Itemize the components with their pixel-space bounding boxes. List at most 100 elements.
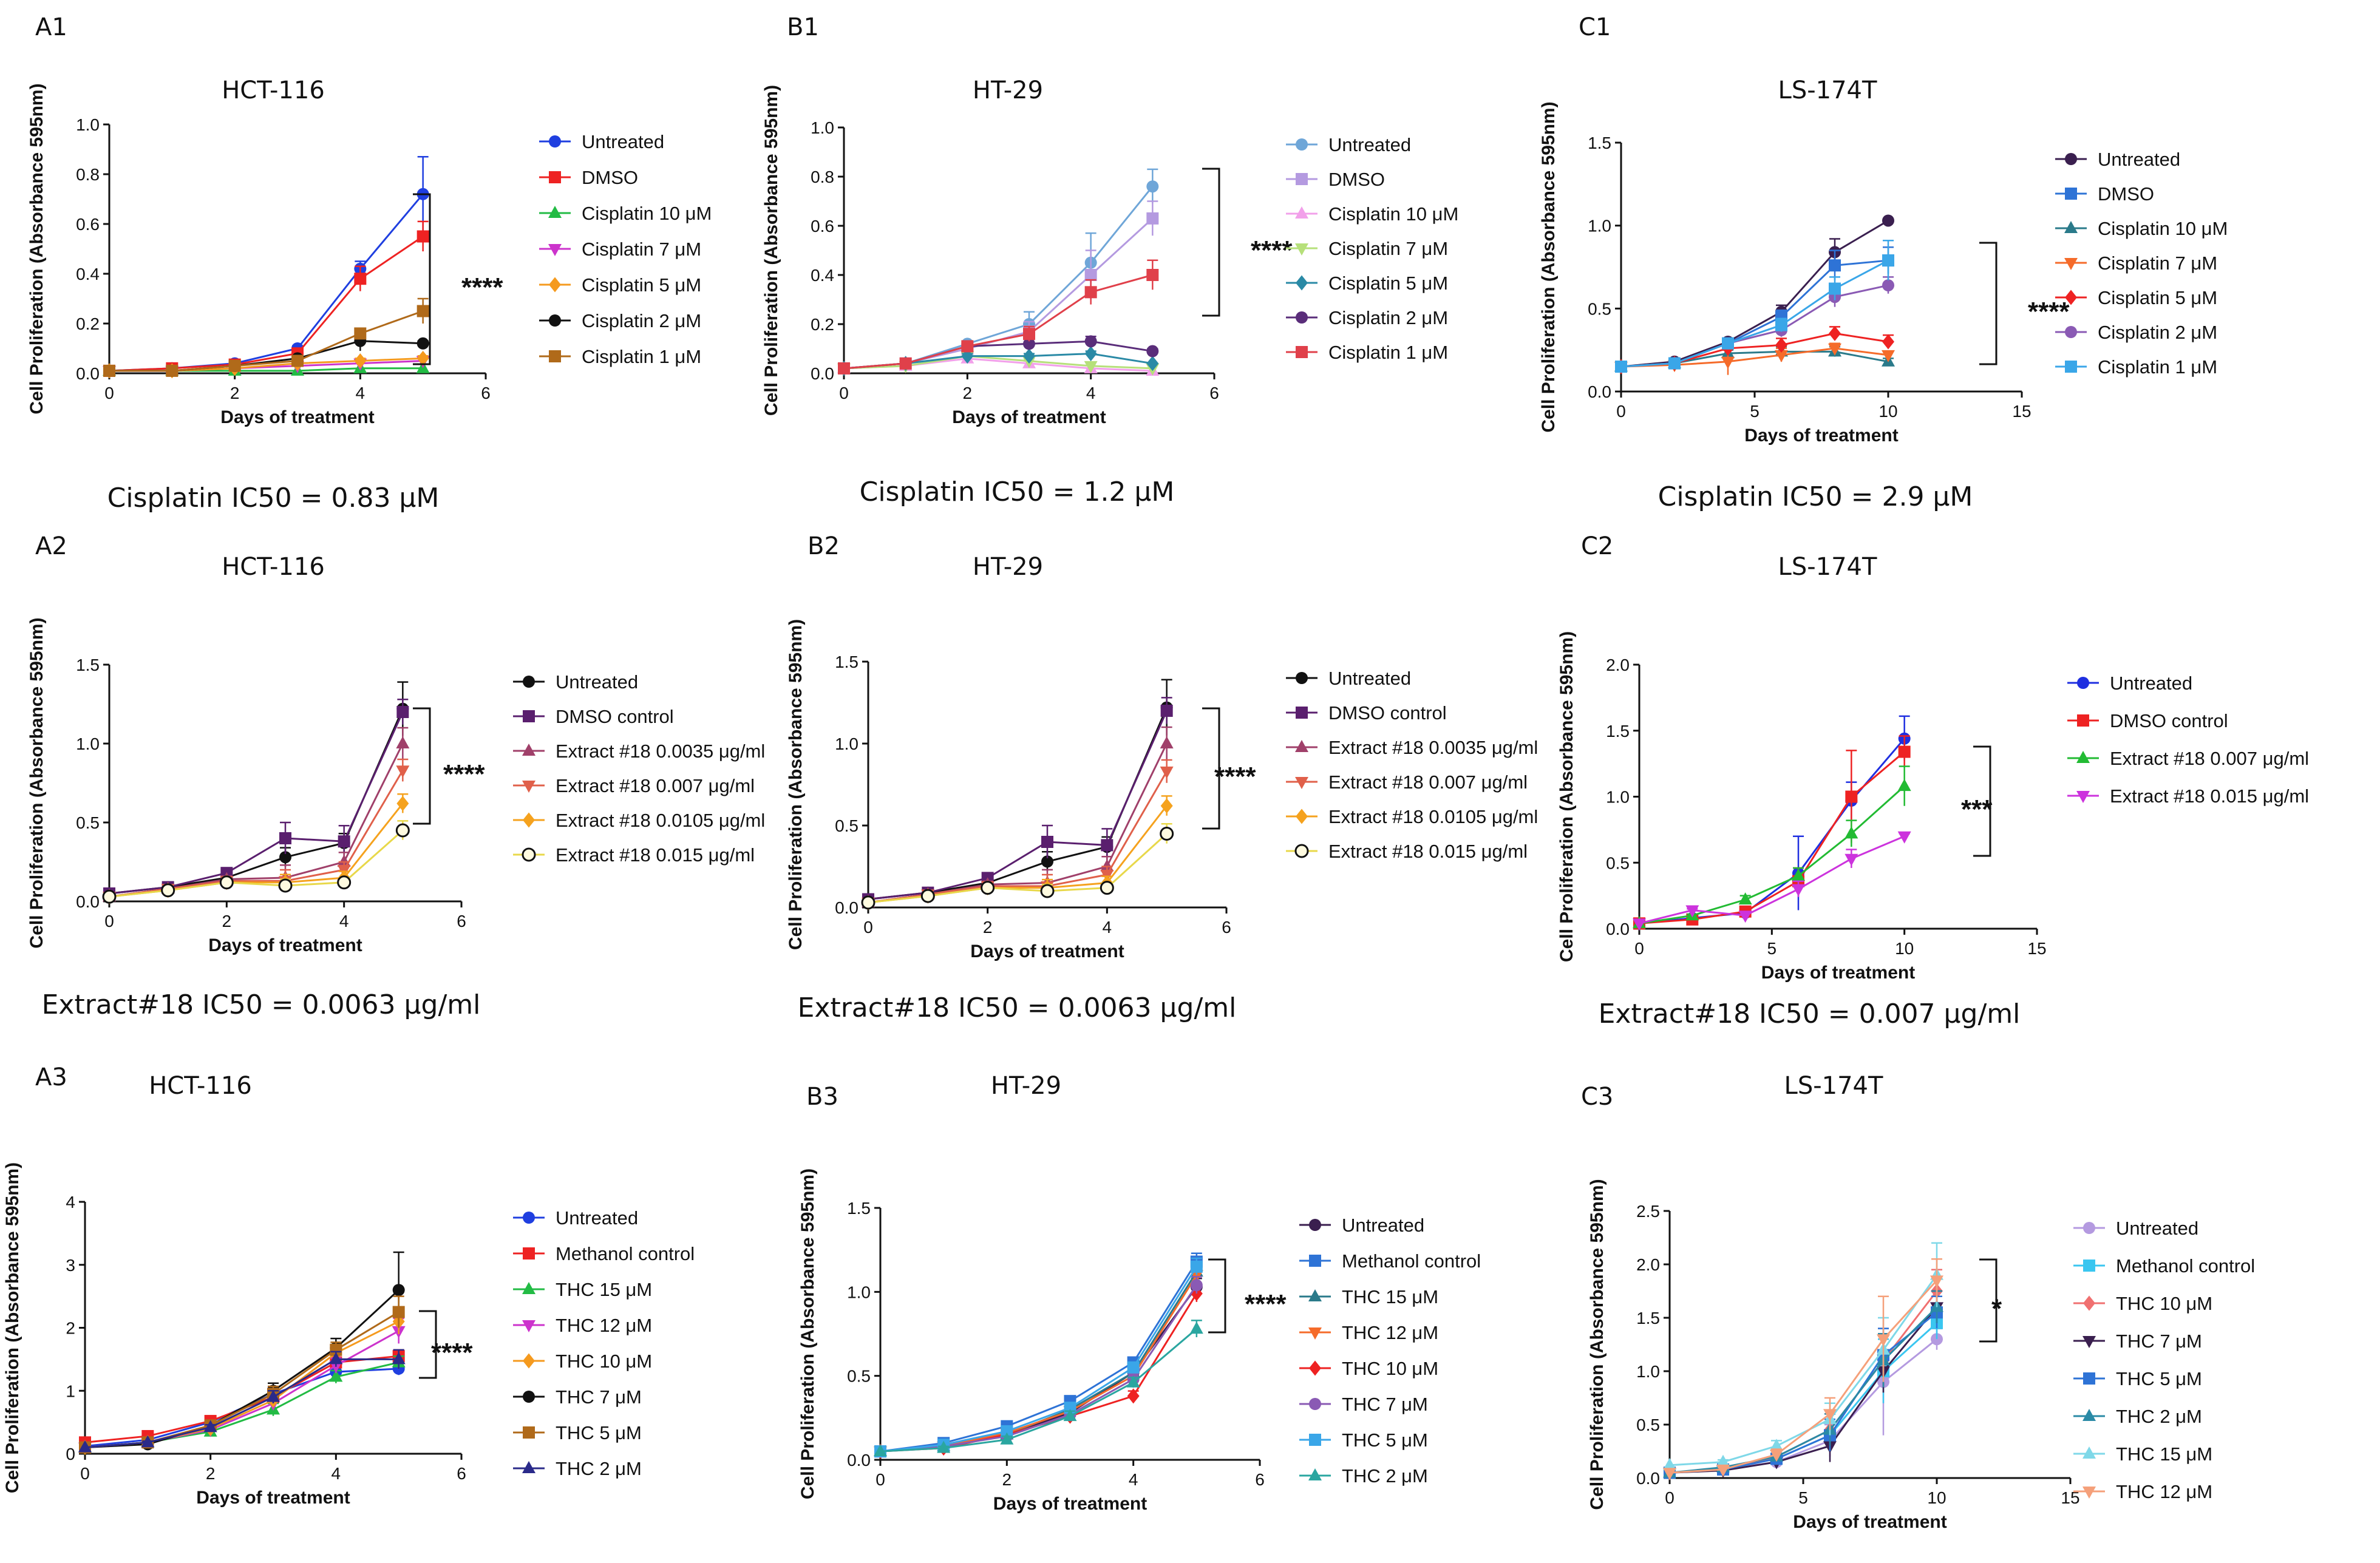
data-point	[392, 1352, 406, 1365]
legend-marker	[1309, 1398, 1321, 1410]
x-tick-label: 0	[80, 1464, 90, 1483]
y-tick-label: 0.5	[835, 816, 858, 835]
legend-label: Untreated	[556, 671, 638, 693]
legend-label: Cisplatin 5 μM	[582, 274, 701, 296]
series-line	[1639, 835, 1905, 924]
legend-label: Cisplatin 10 μM	[582, 203, 712, 224]
legend-marker	[523, 676, 535, 688]
series-line	[843, 186, 1154, 370]
legend-item: THC 7 μM	[1299, 1394, 1428, 1415]
legend-marker	[1309, 1360, 1321, 1376]
legend-marker	[549, 277, 561, 293]
significance-bracket	[1973, 745, 1991, 857]
legend-marker	[522, 1282, 536, 1294]
legend-item: Methanol control	[513, 1243, 695, 1264]
legend-label: Untreated	[2116, 1218, 2198, 1239]
legend-label: Cisplatin 5 μM	[2098, 287, 2217, 308]
legend-item: Cisplatin 5 μM	[539, 274, 701, 296]
series-2	[837, 351, 1160, 376]
panel-label: B1	[787, 13, 819, 41]
chart-title: HT-29	[973, 553, 1043, 581]
series-line	[868, 707, 1168, 900]
series-line	[109, 310, 424, 372]
data-point	[1877, 1334, 1890, 1347]
x-axis-label: Days of treatment	[220, 407, 374, 427]
legend-marker	[522, 781, 536, 793]
series-3	[1633, 831, 1911, 931]
y-axis-label: Cell Proliferation (Absorbance 595nm)	[2, 1162, 22, 1493]
legend-marker	[1296, 138, 1308, 151]
legend-label: Methanol control	[2116, 1255, 2255, 1277]
x-tick-label: 5	[1767, 939, 1777, 958]
legend-item: THC 10 μM	[1299, 1358, 1438, 1379]
legend-marker	[548, 244, 562, 256]
chart-panel-a2: A2 HCT-116 0.0 0.5 1.0 1.5 0 2 4 6 Days of treatme…	[27, 532, 765, 1020]
chart-panel-b2: B2 HT-29 0.0 0.5 1.0 1.5 0 2 4 6 Days of treatment…	[786, 532, 1538, 1023]
x-tick-label: 0	[839, 384, 849, 402]
series-line	[1669, 1274, 1938, 1466]
series-line	[1620, 220, 1889, 368]
legend-marker	[2083, 1372, 2095, 1385]
legend-item: Cisplatin 5 μM	[2055, 287, 2217, 308]
x-tick-label: 6	[1255, 1470, 1265, 1489]
legend-item: DMSO control	[1286, 702, 1447, 724]
legend-marker	[1296, 809, 1308, 824]
data-point	[1844, 826, 1858, 839]
series-line	[868, 743, 1168, 904]
legend-item: THC 2 μM	[1299, 1465, 1428, 1487]
data-point	[1792, 884, 1805, 897]
data-point	[1844, 853, 1858, 866]
series-line	[1639, 751, 1905, 924]
x-axis-label: Days of treatment	[993, 1494, 1147, 1514]
legend-label: THC 15 μM	[1342, 1286, 1438, 1307]
x-tick-label: 6	[1222, 918, 1231, 937]
data-point	[392, 1306, 405, 1318]
legend-label: Extract #18 0.0035 μg/ml	[1328, 737, 1538, 758]
legend-label: Cisplatin 1 μM	[582, 346, 701, 367]
data-point	[920, 889, 935, 903]
legend-label: THC 10 μM	[2116, 1293, 2212, 1314]
legend-marker	[2076, 791, 2090, 803]
legend-label: DMSO	[582, 167, 638, 188]
series-2	[103, 727, 410, 902]
legend-item: Extract #18 0.015 μg/ml	[1286, 841, 1528, 862]
data-point	[330, 1343, 342, 1356]
ic50-caption: Cisplatin IC50 = 2.9 μM	[1658, 481, 1973, 512]
x-tick-label: 4	[1103, 918, 1112, 937]
data-point	[1127, 1361, 1140, 1374]
legend-label: THC 2 μM	[2116, 1406, 2202, 1427]
series-2	[862, 726, 1174, 907]
legend-label: THC 5 μM	[556, 1422, 642, 1443]
y-tick-label: 4	[66, 1193, 75, 1212]
legend-marker	[523, 1212, 535, 1224]
significance-label: ****	[1251, 236, 1293, 265]
legend-marker	[523, 812, 535, 828]
data-point	[1000, 1432, 1014, 1445]
legend-item: Cisplatin 10 μM	[2055, 218, 2228, 239]
y-tick-label: 0.8	[811, 168, 834, 186]
series-0	[103, 681, 409, 900]
data-point	[1898, 745, 1911, 758]
y-tick-label: 1.0	[76, 115, 100, 134]
x-tick-label: 0	[104, 912, 114, 931]
legend-label: Untreated	[582, 131, 664, 152]
x-axis-label: Days of treatment	[1761, 963, 1915, 983]
x-tick-label: 6	[481, 384, 491, 402]
data-point	[267, 1389, 280, 1402]
data-point	[1738, 910, 1752, 923]
data-point	[1897, 831, 1911, 844]
data-point	[874, 1444, 887, 1457]
legend-label: Extract #18 0.007 μg/ml	[556, 775, 755, 796]
y-tick-label: 1.5	[76, 656, 100, 674]
series-4	[103, 793, 409, 904]
series-line	[1669, 1312, 1937, 1474]
data-point	[354, 273, 367, 285]
legend-marker	[2065, 326, 2077, 338]
panel-label: C3	[1581, 1083, 1613, 1111]
legend-marker	[1309, 1434, 1321, 1446]
x-tick-label: 10	[1878, 402, 1897, 421]
legend-item: Cisplatin 2 μM	[539, 310, 701, 331]
panel-label: A1	[35, 13, 67, 41]
series-line	[868, 771, 1168, 904]
legend-marker	[1296, 346, 1308, 358]
